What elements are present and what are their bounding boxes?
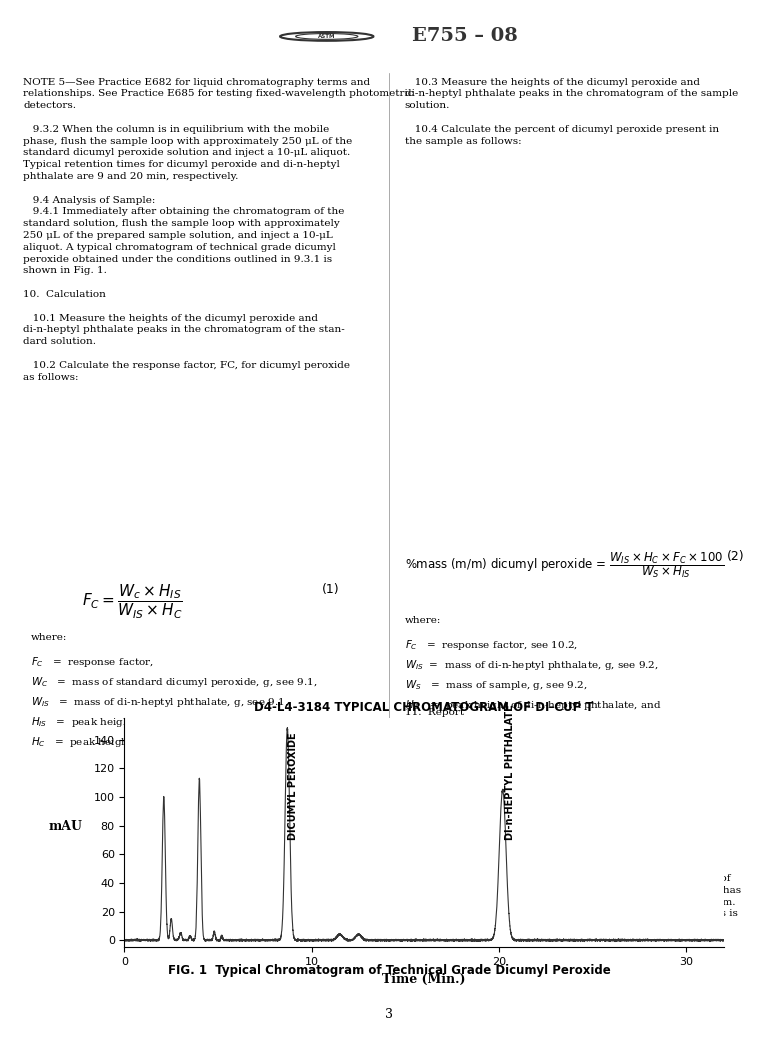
Text: ASTM: ASTM [318,34,335,39]
Text: DI-n-HEPTYL PHTHALATE: DI-n-HEPTYL PHTHALATE [505,704,515,840]
Text: DICUMYL PEROXIDE: DICUMYL PEROXIDE [288,732,298,840]
Text: %mass (m/m) dicumyl peroxide = $\dfrac{W_{IS} \times H_C \times F_C \times 100}{: %mass (m/m) dicumyl peroxide = $\dfrac{W… [405,550,724,580]
Text: 11.  Report

   11.1 Report the percentage of dicumyl peroxide to the
nearest 0.: 11. Report 11.1 Report the percentage of… [405,708,741,931]
Text: 3: 3 [385,1009,393,1021]
Text: NOTE 5—See Practice E682 for liquid chromatography terms and
relationships. See : NOTE 5—See Practice E682 for liquid chro… [23,78,414,382]
Text: where:: where: [405,616,441,626]
Text: (1): (1) [322,583,340,595]
Text: FIG. 1  Typical Chromatogram of Technical Grade Dicumyl Peroxide: FIG. 1 Typical Chromatogram of Technical… [167,964,611,977]
Text: where:: where: [31,633,68,642]
Text: $F_C = \dfrac{W_c \times H_{IS}}{W_{IS} \times H_C}$: $F_C = \dfrac{W_c \times H_{IS}}{W_{IS} … [82,583,184,621]
Text: 10.3 Measure the heights of the dicumyl peroxide and
di-n-heptyl phthalate peaks: 10.3 Measure the heights of the dicumyl … [405,78,738,146]
Text: $F_C$   =  response factor,
$W_C$   =  mass of standard dicumyl peroxide, g, see: $F_C$ = response factor, $W_C$ = mass of… [31,655,317,748]
Y-axis label: mAU: mAU [49,820,82,833]
X-axis label: Time (Min.): Time (Min.) [382,972,466,986]
Text: E755 – 08: E755 – 08 [412,27,518,46]
Text: $F_C$   =  response factor, see 10.2,
$W_{IS}$  =  mass of di-n-heptyl phthalate: $F_C$ = response factor, see 10.2, $W_{I… [405,638,671,732]
Text: (2): (2) [727,550,745,562]
Text: D4-L4-3184 TYPICAL CHROMATOGRAM OF DI-CUP T: D4-L4-3184 TYPICAL CHROMATOGRAM OF DI-CU… [254,702,594,714]
